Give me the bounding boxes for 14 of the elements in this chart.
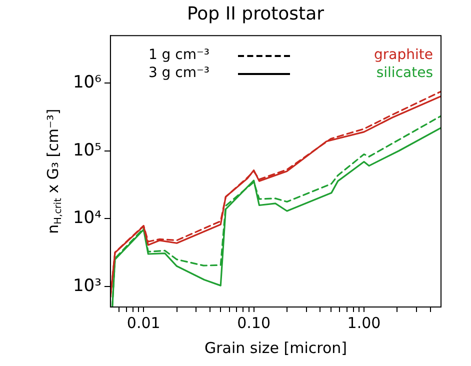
y-tick-label: 10⁴ xyxy=(72,208,102,228)
y-tick-label: 10⁶ xyxy=(72,72,102,92)
text: silicates xyxy=(376,65,433,82)
text: graphite xyxy=(374,47,433,64)
x-tick-label: 0.01 xyxy=(126,314,160,332)
x-tick-label: 0.10 xyxy=(237,314,271,332)
y-axis-title: nH,crit x G₃ [cm⁻³] xyxy=(44,108,64,234)
x-tick-label: 1.00 xyxy=(347,314,381,332)
x-axis-title: Grain size [micron] xyxy=(204,338,347,357)
annotation: 1 g cm⁻³ xyxy=(148,47,210,64)
annotation: 3 g cm⁻³ xyxy=(148,65,210,82)
y-tick-label: 10³ xyxy=(72,276,102,296)
y-tick-label: 10⁵ xyxy=(72,140,102,160)
chart-title: Pop II protostar xyxy=(186,3,325,24)
